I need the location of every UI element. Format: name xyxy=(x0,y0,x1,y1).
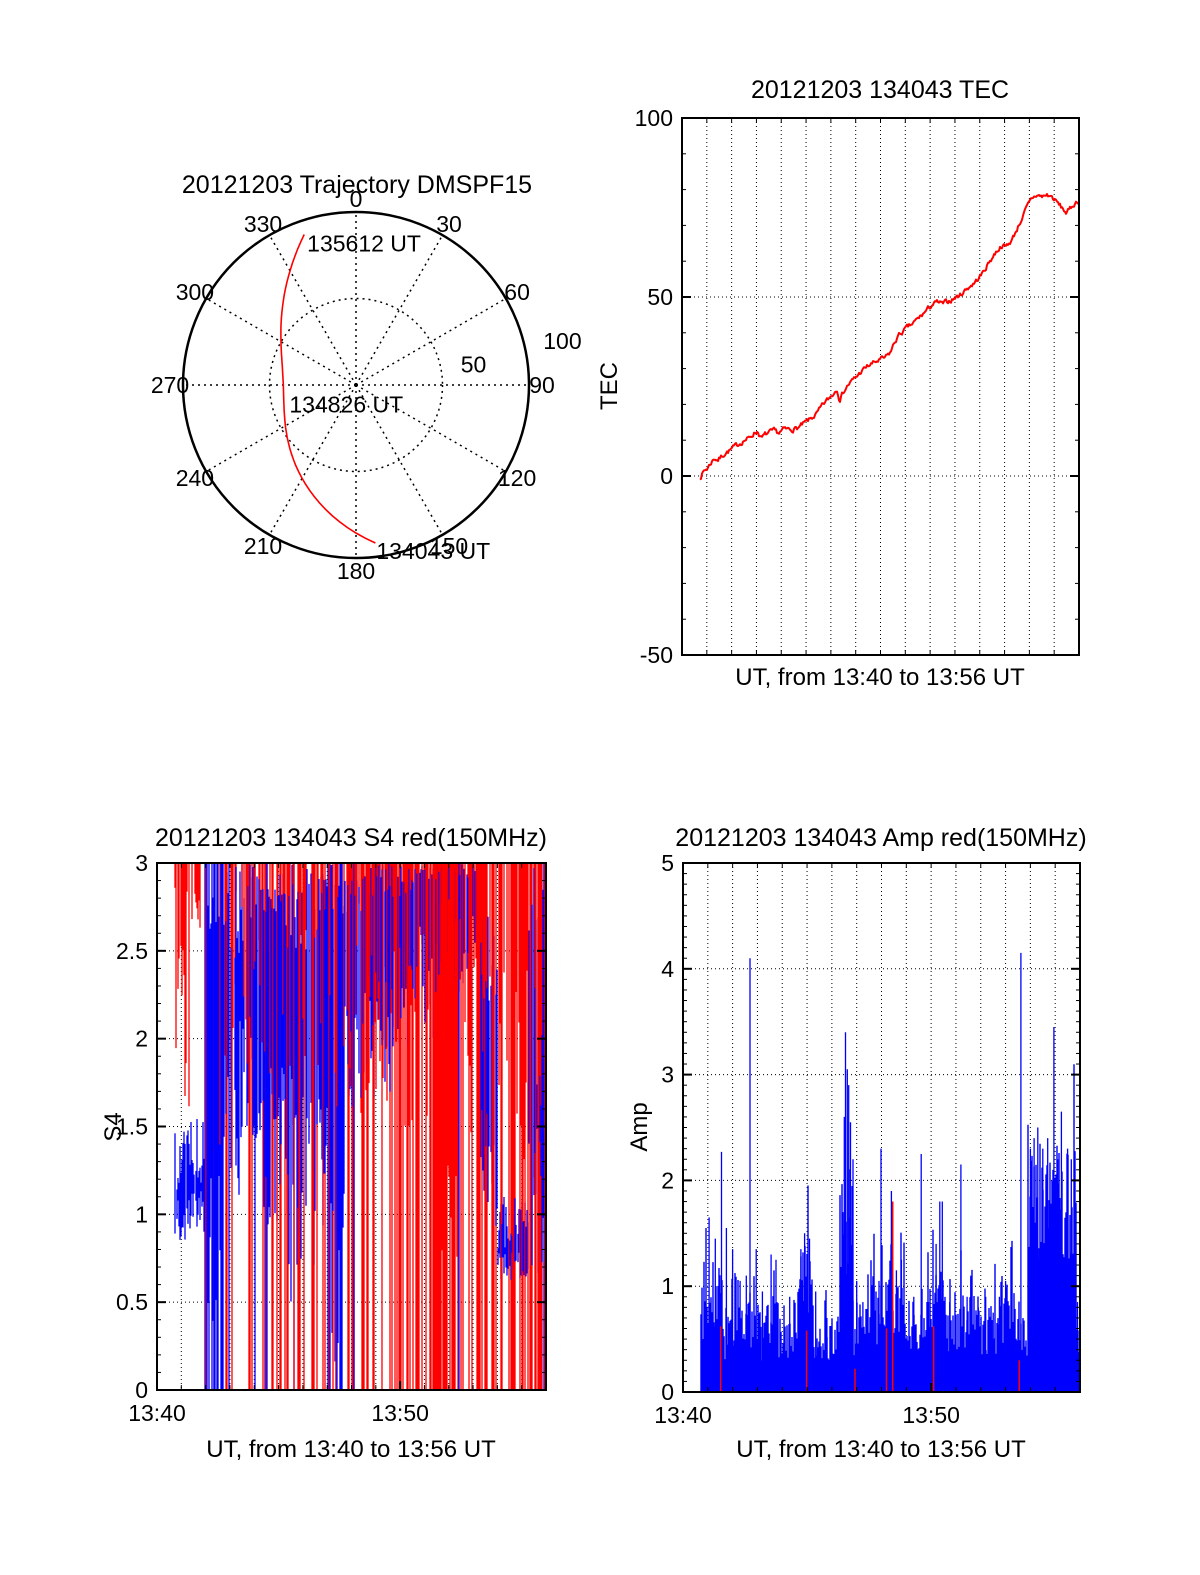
polar-azimuth-label: 210 xyxy=(244,533,282,559)
amp-x-axis-label: UT, from 13:40 to 13:56 UT xyxy=(736,1436,1026,1463)
trajectory-time-label: 135612 UT xyxy=(307,231,421,257)
y-tick-label: 0 xyxy=(660,463,673,489)
s4-x-axis-label: UT, from 13:40 to 13:56 UT xyxy=(206,1436,496,1463)
s4-title: 20121203 134043 S4 red(150MHz) xyxy=(155,824,547,852)
polar-azimuth-label: 60 xyxy=(504,279,530,305)
polar-azimuth-label: 300 xyxy=(176,279,214,305)
y-tick-label: 0 xyxy=(661,1379,674,1405)
amp-signal xyxy=(700,952,1080,1392)
tec-x-axis-label: UT, from 13:40 to 13:56 UT xyxy=(735,664,1025,691)
amp-title: 20121203 134043 Amp red(150MHz) xyxy=(675,824,1086,852)
trajectory-time-label: 134043 UT xyxy=(376,538,490,564)
polar-spoke xyxy=(355,234,444,386)
tec-line-chart: 100 50 0 -50 20121203 134043 TEC TEC UT, fr… xyxy=(596,76,1080,691)
x-tick-label: 13:40 xyxy=(654,1402,712,1428)
polar-spoke xyxy=(268,234,357,386)
polar-spoke xyxy=(268,384,357,536)
polar-azimuth-label: 180 xyxy=(337,558,375,584)
polar-azimuth-label: 120 xyxy=(498,465,536,491)
trajectory-polar-plot: 0 30 60 90 120 150 180 210 240 270 300 330 50 100 1340… xyxy=(151,171,582,584)
tec-curve xyxy=(699,193,1080,481)
polar-azimuth-label: 0 xyxy=(350,186,363,212)
polar-spoke xyxy=(355,384,507,473)
y-tick-label: 2.5 xyxy=(116,938,148,964)
polar-azimuth-label: 150 xyxy=(430,533,468,559)
polar-ring xyxy=(181,210,531,560)
y-tick-label: 2 xyxy=(661,1167,674,1193)
amp-y-axis-label: Amp xyxy=(626,1102,653,1151)
polar-radius-label: 50 xyxy=(461,351,487,377)
y-tick-label: 4 xyxy=(661,956,674,982)
y-tick-label: 5 xyxy=(661,850,674,876)
polar-spoke xyxy=(205,384,357,473)
y-tick-label: 1 xyxy=(135,1201,148,1227)
y-tick-label: 3 xyxy=(135,850,148,876)
polar-ring xyxy=(268,297,444,473)
x-tick-label: 13:50 xyxy=(902,1402,960,1428)
tec-graphics: 100 50 0 -50 xyxy=(635,105,1080,668)
polar-azimuth-label: 90 xyxy=(529,372,555,398)
trajectory-time-label: 134826 UT xyxy=(289,392,403,418)
amp-timeseries-chart: 5 4 3 2 1 013:40 13:50 20121203 134043 Amp red… xyxy=(626,824,1087,1463)
trajectory-path xyxy=(280,234,376,544)
y-tick-label: 3 xyxy=(661,1062,674,1088)
polar-radius-label: 100 xyxy=(543,328,581,354)
y-tick-label: 0.5 xyxy=(116,1289,148,1315)
x-tick-label: 13:40 xyxy=(128,1400,186,1426)
polar-azimuth-label: 270 xyxy=(151,372,189,398)
amp-graphics: 5 4 3 2 1 013:40 13:50 xyxy=(654,850,1081,1428)
y-tick-label: 50 xyxy=(647,284,673,310)
s4-scintillation-chart: 3 2.5 2 1.5 1 0.5 013:40 13:50 20121203 134043 … xyxy=(100,824,547,1463)
polar-title: 20121203 Trajectory DMSPF15 xyxy=(182,171,532,199)
y-tick-label: 0 xyxy=(135,1377,148,1403)
polar-azimuth-label: 330 xyxy=(244,211,282,237)
polar-spoke xyxy=(355,384,444,536)
y-tick-label: 2 xyxy=(135,1026,148,1052)
polar-azimuth-label: 30 xyxy=(436,211,462,237)
polar-azimuth-label: 240 xyxy=(176,465,214,491)
s4-y-axis-label: S4 xyxy=(100,1112,127,1141)
polar-spoke xyxy=(355,297,507,386)
polar-graphics: 0 30 60 90 120 150 180 210 240 270 300 330 50 100 1340… xyxy=(151,186,582,584)
y-tick-label: 100 xyxy=(635,105,673,131)
x-tick-label: 13:50 xyxy=(371,1400,429,1426)
s4-graphics: 3 2.5 2 1.5 1 0.5 013:40 13:50 xyxy=(116,850,547,1426)
y-tick-label: 1.5 xyxy=(116,1114,148,1140)
tec-y-axis-label: TEC xyxy=(596,362,623,410)
polar-spoke xyxy=(205,297,357,386)
y-tick-label: -50 xyxy=(640,642,673,668)
y-tick-label: 1 xyxy=(661,1273,674,1299)
tec-title: 20121203 134043 TEC xyxy=(751,76,1009,104)
s4-strokes xyxy=(174,863,546,1390)
